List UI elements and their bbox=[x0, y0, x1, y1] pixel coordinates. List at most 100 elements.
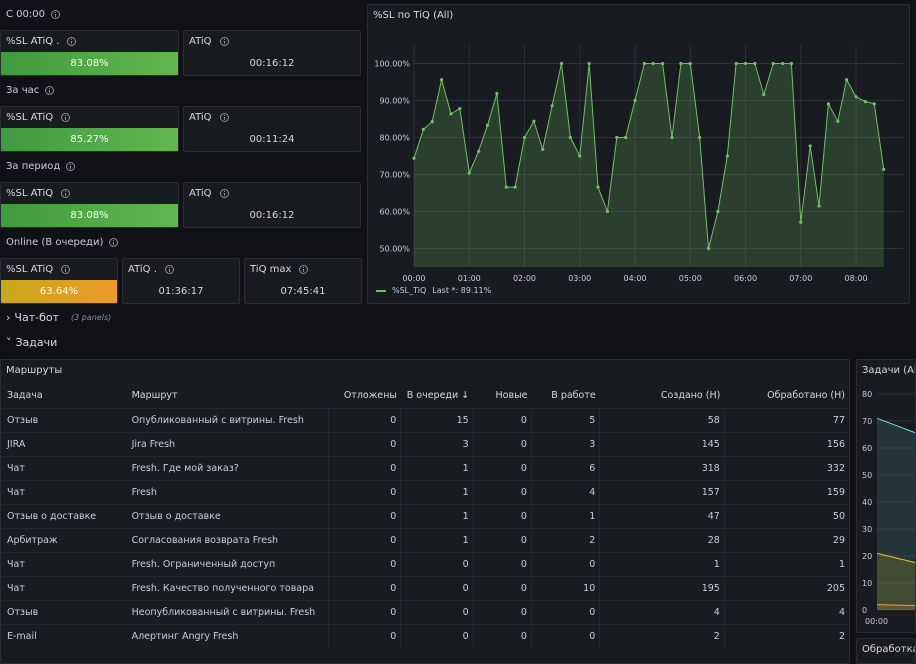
column-header[interactable]: Обработано (Н) bbox=[767, 390, 845, 402]
data-point[interactable] bbox=[753, 61, 757, 66]
info-icon[interactable] bbox=[67, 37, 77, 46]
data-point[interactable] bbox=[661, 61, 665, 66]
data-point[interactable] bbox=[882, 167, 886, 171]
info-icon[interactable] bbox=[66, 162, 76, 171]
data-point[interactable] bbox=[522, 135, 527, 140]
info-icon[interactable] bbox=[50, 10, 60, 19]
sort-desc-icon: ↓ bbox=[458, 390, 470, 402]
table-cell: JIRA bbox=[3, 431, 128, 456]
data-point[interactable] bbox=[789, 61, 793, 66]
data-point[interactable] bbox=[762, 92, 766, 97]
legend-swatch bbox=[376, 289, 386, 292]
data-point[interactable] bbox=[587, 61, 591, 66]
info-icon[interactable] bbox=[219, 189, 229, 198]
info-icon[interactable] bbox=[299, 265, 309, 274]
panel-atiq-period[interactable]: ATiQ 00:16:12 bbox=[183, 182, 361, 228]
data-point[interactable] bbox=[596, 185, 600, 189]
data-point[interactable] bbox=[633, 98, 637, 103]
data-point[interactable] bbox=[836, 119, 840, 123]
info-icon[interactable] bbox=[61, 265, 71, 274]
panel-processing[interactable]: Обработка bbox=[856, 638, 916, 664]
panel-sl-tiq-chart[interactable]: %SL по TiQ (All) 50.00% 60.00% 70.00% 80.00… bbox=[367, 4, 910, 304]
data-point[interactable] bbox=[780, 61, 785, 66]
data-point[interactable] bbox=[706, 246, 711, 251]
info-icon[interactable] bbox=[45, 86, 55, 95]
data-point[interactable] bbox=[605, 209, 609, 214]
panel-sl-atiq-c0000[interactable]: %SL ATiQ . 83.08% bbox=[0, 30, 179, 76]
panel-sl-atiq-period[interactable]: %SL ATiQ 83.08% bbox=[0, 182, 179, 228]
column-header[interactable]: Отложены bbox=[343, 390, 397, 402]
table-cell: 5 bbox=[530, 407, 600, 432]
panel-tiq-max-online[interactable]: TiQ max 07:45:41 bbox=[244, 258, 362, 304]
data-point[interactable] bbox=[670, 135, 674, 140]
data-point[interactable] bbox=[513, 185, 517, 189]
data-point[interactable] bbox=[817, 204, 821, 208]
row-chatbot[interactable]: › Чат-бот (3 panels) bbox=[6, 311, 112, 324]
data-point[interactable] bbox=[642, 61, 647, 66]
data-point[interactable] bbox=[541, 147, 545, 151]
data-point[interactable] bbox=[421, 127, 425, 131]
column-header[interactable]: В работе bbox=[551, 390, 596, 402]
data-point[interactable] bbox=[688, 61, 692, 66]
table-cell: Опубликованный с витрины. Fresh bbox=[127, 407, 329, 432]
data-point[interactable] bbox=[716, 209, 720, 214]
table-cell: 205 bbox=[723, 575, 849, 600]
panel-sl-atiq-online[interactable]: %SL ATiQ 63.64% bbox=[0, 258, 118, 304]
info-icon[interactable] bbox=[219, 113, 229, 122]
data-point[interactable] bbox=[568, 135, 572, 140]
data-point[interactable] bbox=[430, 119, 434, 124]
data-point[interactable] bbox=[440, 78, 444, 82]
column-header[interactable]: Задача bbox=[7, 390, 43, 402]
column-header[interactable]: Новые bbox=[495, 390, 528, 402]
data-point[interactable] bbox=[743, 61, 748, 66]
data-point[interactable] bbox=[578, 154, 582, 158]
data-point[interactable] bbox=[615, 135, 619, 140]
data-point[interactable] bbox=[771, 61, 775, 66]
info-icon[interactable] bbox=[61, 113, 71, 122]
table-cell: 0 bbox=[472, 623, 532, 648]
data-point[interactable] bbox=[845, 78, 849, 82]
data-point[interactable] bbox=[679, 61, 683, 66]
panel-routes[interactable]: Маршруты Задача Маршрут Отложены В очереди … bbox=[0, 359, 850, 664]
panel-tasks-chart[interactable]: Задачи (All) 0 10 20 30 40 50 60 70 80 00:00 bbox=[856, 359, 916, 633]
chart-legend[interactable]: %SL_TiQ Last *: 89.11% bbox=[376, 286, 491, 295]
data-point[interactable] bbox=[485, 123, 490, 127]
data-point[interactable] bbox=[412, 156, 416, 160]
data-point[interactable] bbox=[449, 112, 453, 116]
column-header[interactable]: Маршрут bbox=[131, 390, 178, 402]
data-point[interactable] bbox=[872, 102, 876, 106]
panel-atiq-c0000[interactable]: ATiQ 00:16:12 bbox=[183, 30, 361, 76]
table-cell: 0 bbox=[530, 551, 600, 576]
data-point[interactable] bbox=[854, 95, 858, 99]
data-point[interactable] bbox=[477, 149, 481, 153]
data-point[interactable] bbox=[651, 61, 655, 66]
data-point[interactable] bbox=[532, 119, 536, 123]
data-point[interactable] bbox=[504, 185, 508, 189]
panel-sl-atiq-hour[interactable]: %SL ATiQ 85.27% bbox=[0, 106, 179, 152]
info-icon[interactable] bbox=[61, 189, 71, 198]
row-tasks[interactable]: ˅ Задачи bbox=[6, 336, 58, 349]
table-row: E-mail Алертинг Angry Fresh 0 0 0 0 2 2 bbox=[3, 623, 849, 648]
info-icon[interactable] bbox=[219, 37, 229, 46]
table-cell: Отзыв bbox=[3, 407, 128, 432]
data-point[interactable] bbox=[495, 91, 499, 96]
data-point[interactable] bbox=[458, 107, 462, 111]
data-point[interactable] bbox=[559, 61, 564, 66]
column-header[interactable]: Создано (Н) bbox=[660, 390, 721, 402]
data-point[interactable] bbox=[698, 135, 702, 140]
data-point[interactable] bbox=[808, 144, 812, 148]
data-point[interactable] bbox=[863, 100, 868, 104]
data-point[interactable] bbox=[799, 220, 803, 224]
data-point[interactable] bbox=[550, 104, 554, 108]
info-icon[interactable] bbox=[109, 238, 119, 247]
data-point[interactable] bbox=[725, 154, 729, 158]
data-point[interactable] bbox=[826, 102, 831, 106]
column-header[interactable]: В очереди ↓ bbox=[406, 390, 470, 402]
data-point[interactable] bbox=[467, 171, 471, 175]
info-icon[interactable] bbox=[164, 265, 174, 274]
section-title-period: За период bbox=[6, 161, 76, 172]
panel-atiq-hour[interactable]: ATiQ 00:11:24 bbox=[183, 106, 361, 152]
data-point[interactable] bbox=[734, 61, 738, 66]
data-point[interactable] bbox=[624, 135, 628, 140]
panel-atiq-online[interactable]: ATiQ . 01:36:17 bbox=[122, 258, 240, 304]
